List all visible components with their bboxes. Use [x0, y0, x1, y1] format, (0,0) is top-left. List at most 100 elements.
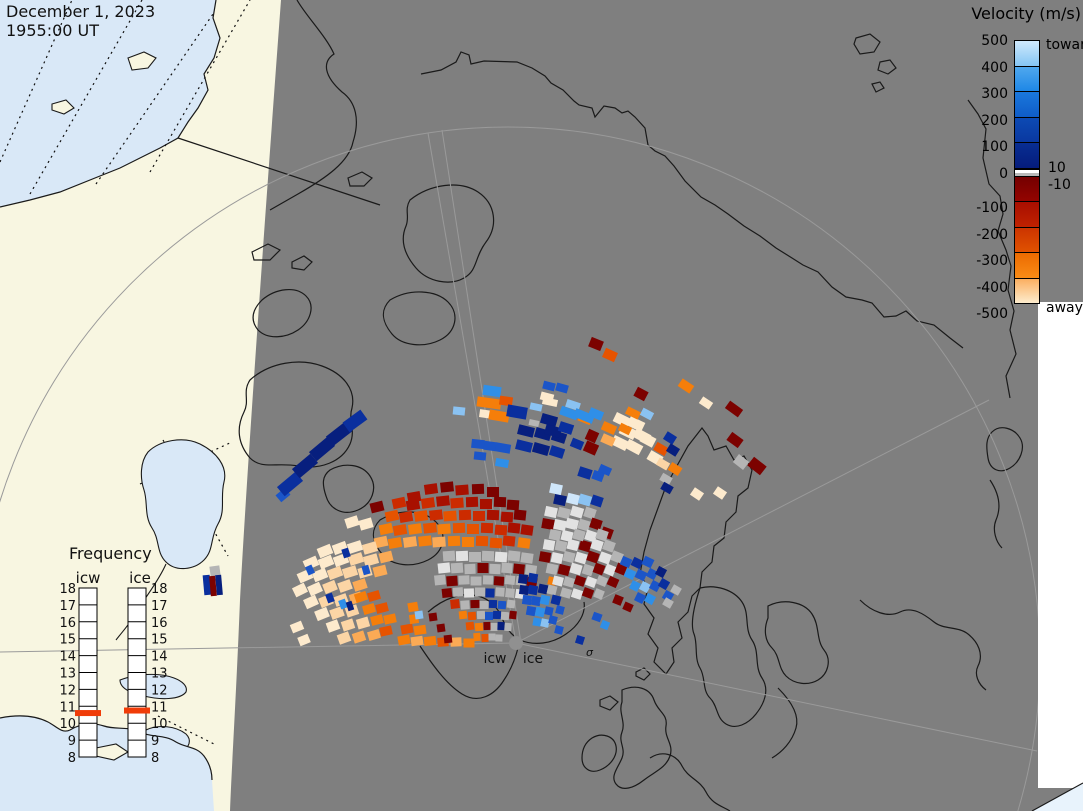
velocity-cell — [442, 550, 456, 562]
velocity-cell — [452, 406, 466, 416]
velocity-cell — [555, 382, 569, 394]
colorbar-tick-label: 200 — [981, 112, 1008, 129]
velocity-cell — [341, 547, 351, 559]
velocity-cell — [587, 407, 605, 421]
velocity-cell — [527, 572, 539, 584]
velocity-cell — [603, 563, 617, 577]
velocity-cell — [619, 555, 633, 569]
velocity-cell — [362, 553, 380, 567]
velocity-cell — [458, 610, 468, 620]
velocity-cell — [303, 594, 319, 610]
velocity-cell — [487, 487, 499, 497]
colorbar-tick-label: -300 — [976, 253, 1008, 269]
velocity-cell — [653, 441, 669, 457]
frequency-scale-tick: 16 — [59, 616, 76, 631]
velocity-cell — [557, 563, 571, 577]
velocity-cell — [481, 550, 495, 562]
velocity-cell — [566, 538, 580, 552]
velocity-cell — [548, 615, 558, 625]
velocity-cell — [541, 518, 555, 530]
frequency-scale-tick: 17 — [151, 599, 168, 614]
velocity-cell — [689, 487, 705, 501]
velocity-cell — [624, 406, 642, 420]
velocity-cell — [202, 574, 212, 596]
velocity-cell — [467, 611, 477, 621]
bottom-ocean — [0, 715, 214, 811]
velocity-cell — [544, 606, 554, 616]
velocity-cell — [747, 456, 767, 476]
velocity-cell — [441, 588, 453, 598]
velocity-cell — [602, 347, 618, 363]
velocity-cell — [476, 396, 502, 410]
velocity-cell — [443, 634, 453, 644]
velocity-cell — [584, 428, 600, 444]
velocity-cell — [291, 582, 309, 598]
velocity-cell — [355, 616, 371, 630]
velocity-cell — [480, 522, 494, 534]
velocity-cell — [569, 437, 585, 451]
velocity-cell — [308, 436, 336, 462]
velocity-cell — [428, 612, 438, 622]
velocity-cell — [531, 441, 551, 457]
frequency-scale-tick: 18 — [151, 582, 168, 597]
velocity-cell — [505, 588, 515, 598]
velocity-cell — [542, 380, 556, 392]
colorbar-segment — [1014, 252, 1040, 279]
velocity-cell — [407, 601, 419, 613]
velocity-cell — [565, 399, 581, 411]
velocity-colorbar — [1014, 40, 1040, 304]
frequency-scale-tick: 11 — [151, 700, 168, 715]
frequency-scale-tick: 13 — [59, 667, 76, 682]
colorbar-tick-label: 400 — [981, 59, 1008, 76]
velocity-cell — [326, 565, 344, 581]
frequency-scale-tick: 17 — [59, 599, 76, 614]
colorbar-segment — [1014, 142, 1040, 169]
velocity-cell — [215, 574, 223, 596]
velocity-cell — [552, 575, 564, 587]
velocity-cell — [507, 550, 521, 562]
velocity-cell — [464, 563, 476, 575]
velocity-cell — [447, 535, 461, 547]
velocity-cell — [665, 443, 681, 457]
velocity-cell — [329, 606, 345, 620]
velocity-cell — [586, 550, 600, 564]
velocity-cell — [483, 440, 497, 452]
velocity-cell — [450, 599, 460, 609]
velocity-cell — [429, 509, 443, 521]
velocity-cell — [314, 606, 330, 622]
velocity-cell — [322, 579, 338, 595]
velocity-cell — [554, 539, 568, 553]
frequency-scale-tick: 10 — [59, 717, 76, 732]
velocity-cell — [538, 551, 552, 563]
velocity-cell — [539, 594, 551, 606]
velocity-cell — [592, 562, 606, 576]
velocity-cell — [450, 562, 464, 574]
velocity-cell — [548, 445, 566, 459]
velocity-cell — [494, 551, 508, 563]
velocity-cell — [543, 423, 563, 439]
velocity-cell — [506, 404, 528, 420]
velocity-cell — [610, 550, 624, 564]
velocity-cell — [539, 412, 559, 428]
velocity-cell — [452, 587, 464, 597]
velocity-cell — [553, 518, 567, 532]
colorbar-upper-threshold: 10 — [1048, 160, 1066, 176]
frequency-marker-ice — [124, 707, 150, 714]
velocity-cell — [612, 411, 632, 429]
colorbar-zero-band-white — [1014, 168, 1040, 173]
colorbar-segment — [1014, 175, 1040, 202]
velocity-cell — [661, 589, 675, 603]
velocity-cell — [593, 588, 605, 600]
velocity-cell — [471, 483, 485, 495]
velocity-cell — [494, 457, 510, 469]
velocity-cell — [465, 496, 479, 508]
velocity-cell — [573, 575, 587, 587]
velocity-cell — [529, 402, 543, 412]
velocity-cell — [588, 336, 604, 352]
velocity-cell — [474, 622, 484, 632]
colorbar-tick-label: 500 — [981, 33, 1008, 49]
velocity-cell — [443, 510, 457, 522]
velocity-cell — [317, 554, 335, 570]
velocity-cell — [542, 539, 556, 551]
velocity-cell — [655, 457, 671, 471]
